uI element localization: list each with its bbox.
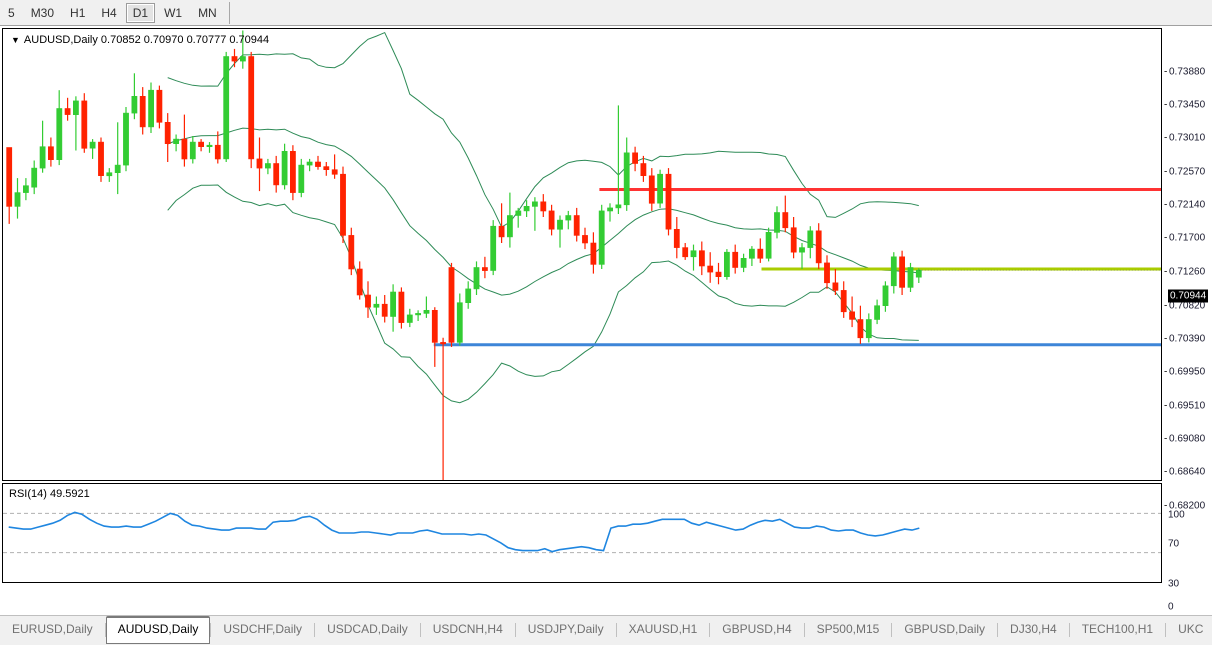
price-tick: -0.69950	[1164, 367, 1205, 378]
current-price-label: 0.70944	[1168, 289, 1209, 303]
rsi-indicator-pane[interactable]: RSI(14) 49.5921	[2, 483, 1162, 583]
chart-tab-bar: EURUSD,Daily AUDUSD,Daily USDCHF,Daily USDC…	[0, 615, 1212, 645]
timeframe-w1[interactable]: W1	[164, 5, 183, 20]
price-tick: -0.73010	[1164, 133, 1205, 144]
tab-divider	[104, 623, 106, 637]
chart-tab-list: EURUSD,Daily AUDUSD,Daily USDCHF,Daily USDC…	[0, 616, 1212, 644]
timeframe-h4[interactable]: H4	[101, 5, 117, 20]
tab-divider	[891, 623, 893, 637]
tick-dash-icon: -	[1164, 66, 1168, 78]
tab-divider	[314, 623, 316, 637]
chart-tab-gbpusd-h4[interactable]: GBPUSD,H4	[722, 622, 792, 636]
chart-tab-usdcad-daily[interactable]: USDCAD,Daily	[327, 622, 408, 636]
chart-area: ▼ AUDUSD,Daily 0.70852 0.70970 0.70777 0.…	[0, 26, 1212, 634]
quote-text: AUDUSD,Daily 0.70852 0.70970 0.70777 0.7…	[23, 34, 270, 46]
tab-divider	[803, 623, 805, 637]
price-tick-label: 0.69510	[1169, 400, 1206, 412]
timeframe-list: 5 M30 H1 H4 D1 W1 MN	[0, 2, 225, 23]
price-tick-label: 0.70390	[1169, 333, 1206, 345]
chart-tab-dj30-h4[interactable]: DJ30,H4	[1010, 622, 1057, 636]
tick-dash-icon: -	[1164, 300, 1168, 312]
tick-dash-icon: -	[1164, 400, 1168, 412]
tab-divider	[997, 623, 999, 637]
tick-dash-icon: -	[1164, 266, 1168, 278]
chart-tab-audusd-daily[interactable]: AUDUSD,Daily	[105, 616, 211, 644]
tick-dash-icon: -	[1164, 466, 1168, 478]
price-tick-label: 0.71700	[1169, 232, 1206, 244]
price-tick: -0.69510	[1164, 400, 1205, 411]
price-tick: -0.73880	[1164, 66, 1205, 77]
price-tick: -0.71260	[1164, 267, 1205, 278]
price-tick: -0.69080	[1164, 433, 1205, 444]
price-chart-pane[interactable]: ▼ AUDUSD,Daily 0.70852 0.70970 0.70777 0.…	[2, 28, 1162, 481]
price-tick-label: 0.72140	[1169, 199, 1206, 211]
chart-quote-line: ▼ AUDUSD,Daily 0.70852 0.70970 0.70777 0.…	[11, 34, 269, 46]
chart-tab-usdjpy-daily[interactable]: USDJPY,Daily	[527, 622, 604, 636]
collapse-triangle-icon[interactable]: ▼	[11, 35, 20, 45]
tick-dash-icon: -	[1164, 333, 1168, 345]
chart-tab-eurusd-daily[interactable]: EURUSD,Daily	[12, 622, 93, 636]
tick-dash-icon: -	[1164, 166, 1168, 178]
tab-divider	[210, 623, 212, 637]
timeframe-d1[interactable]: D1	[125, 2, 156, 23]
timeframe-h1[interactable]: H1	[70, 5, 86, 20]
chart-tab-usdcnh-h4[interactable]: USDCNH,H4	[432, 622, 503, 636]
price-tick: -0.70390	[1164, 333, 1205, 344]
price-tick-label: 0.68640	[1169, 466, 1206, 478]
chart-tab-ukc[interactable]: UKC	[1178, 622, 1204, 636]
price-axis[interactable]: -0.73880-0.73450-0.73010-0.72570-0.72140…	[1164, 54, 1212, 512]
tab-divider	[419, 623, 421, 637]
price-tick-label: 0.73010	[1169, 132, 1206, 144]
chart-tab-gbpusd-daily[interactable]: GBPUSD,Daily	[904, 622, 986, 636]
rsi-tick-label: 30	[1168, 578, 1180, 590]
chart-tab-tech100-h1[interactable]: TECH100,H1	[1081, 622, 1154, 636]
price-tick-label: 0.69080	[1169, 433, 1206, 445]
tab-divider	[514, 623, 516, 637]
tick-dash-icon: -	[1164, 132, 1168, 144]
price-tick-label: 0.70820	[1169, 300, 1206, 312]
rsi-chart-svg	[3, 511, 1161, 554]
timeframe-m30[interactable]: M30	[30, 5, 55, 20]
chart-tab-xauusd-h1[interactable]: XAUUSD,H1	[628, 622, 698, 636]
rsi-label: RSI(14) 49.5921	[9, 488, 90, 500]
price-chart-svg	[6, 30, 1161, 480]
chart-tab-sp500-m15[interactable]: SP500,M15	[816, 622, 880, 636]
price-tick: -0.68200	[1164, 501, 1205, 512]
price-tick-label: 0.69950	[1169, 366, 1206, 378]
tab-divider	[709, 623, 711, 637]
rsi-axis: 100 70 30 0	[1164, 509, 1212, 613]
rsi-tick-label: 70	[1168, 538, 1180, 550]
timeframe-toolbar: 5 M30 H1 H4 D1 W1 MN	[0, 0, 1212, 26]
price-tick-label: 0.73880	[1169, 66, 1206, 78]
price-tick: -0.72140	[1164, 199, 1205, 210]
price-tick-label: 0.72570	[1169, 166, 1206, 178]
timeframe-mn[interactable]: MN	[198, 5, 217, 20]
price-tick: -0.70820	[1164, 300, 1205, 311]
price-tick: -0.68640	[1164, 467, 1205, 478]
price-tick-label: 0.71260	[1169, 266, 1206, 278]
price-tick-label: 0.73450	[1169, 99, 1206, 111]
timeframe-5[interactable]: 5	[8, 5, 15, 20]
rsi-tick-label: 0	[1168, 601, 1174, 613]
price-tick: -0.72570	[1164, 166, 1205, 177]
price-tick-label: 0.68200	[1169, 500, 1206, 512]
price-tick: -0.73450	[1164, 99, 1205, 110]
tick-dash-icon: -	[1164, 199, 1168, 211]
tab-divider	[1068, 623, 1070, 637]
price-tick: -0.71700	[1164, 233, 1205, 244]
toolbar-divider	[228, 1, 230, 24]
tick-dash-icon: -	[1164, 433, 1168, 445]
tick-dash-icon: -	[1164, 500, 1168, 512]
tick-dash-icon: -	[1164, 99, 1168, 111]
tab-divider	[615, 623, 617, 637]
tick-dash-icon: -	[1164, 232, 1168, 244]
chart-tab-usdchf-daily[interactable]: USDCHF,Daily	[223, 622, 303, 636]
rsi-tick-label: 100	[1168, 509, 1185, 521]
tab-divider	[1165, 623, 1167, 637]
tick-dash-icon: -	[1164, 366, 1168, 378]
toolbar-empty-area	[235, 0, 1212, 25]
